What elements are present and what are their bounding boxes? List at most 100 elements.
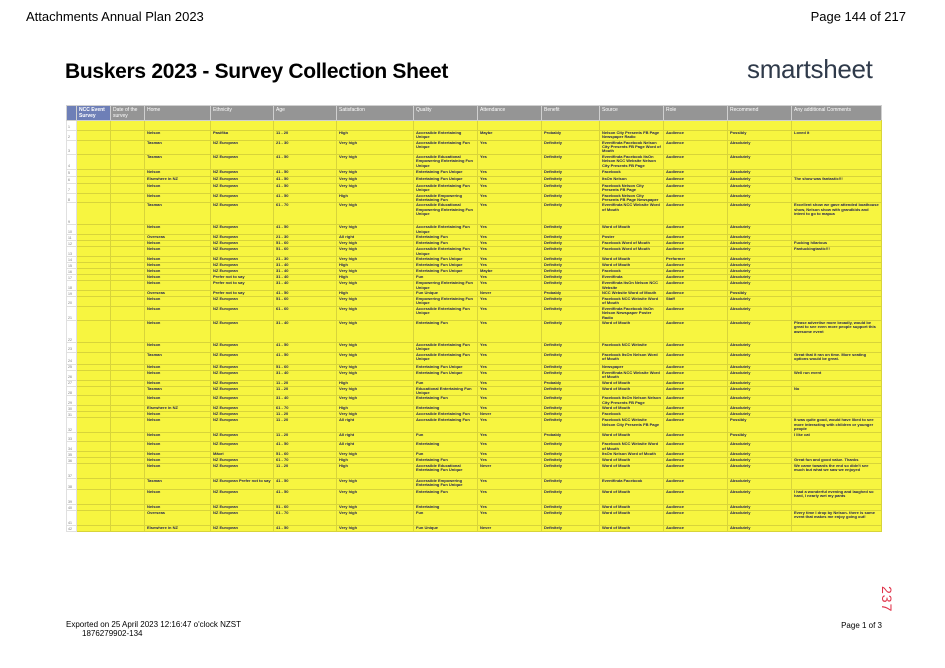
table-cell[interactable]: Definitely [541, 351, 600, 365]
table-cell[interactable]: 41 - 50 [273, 441, 337, 452]
table-cell[interactable]: NZ European [210, 305, 274, 321]
table-cell[interactable]: Definitely [541, 139, 600, 155]
table-cell[interactable]: Nelson [144, 305, 211, 321]
table-cell[interactable] [110, 351, 145, 365]
table-cell[interactable]: Yes [477, 182, 542, 194]
table-cell[interactable]: Fantuckingtastic!!! [791, 246, 882, 258]
table-cell[interactable]: Yes [477, 478, 542, 490]
table-cell[interactable]: 41 - 50 [273, 224, 337, 236]
table-cell[interactable]: Accessible Educational Entertaining Fun … [413, 463, 478, 479]
table-cell[interactable]: Very high [336, 175, 414, 184]
table-cell[interactable]: NZ European [210, 202, 274, 226]
table-cell[interactable]: 11 - 20 [273, 432, 337, 443]
table-cell[interactable]: NZ European [210, 369, 274, 381]
table-cell[interactable]: NZ European [210, 139, 274, 155]
table-cell[interactable]: NZ European [210, 341, 274, 353]
table-cell[interactable]: Well run event [791, 369, 882, 381]
table-cell[interactable]: Definitely [541, 489, 600, 505]
table-cell[interactable]: Prefer not to say [210, 280, 274, 291]
table-cell[interactable]: Nelson [144, 489, 211, 505]
table-cell[interactable]: Yes [477, 305, 542, 321]
table-cell[interactable] [791, 305, 882, 321]
table-row[interactable]: 5 Nelson NZ European 41 - 50 Very high Entert… [66, 168, 882, 177]
table-cell[interactable]: Word of Mouth [599, 463, 664, 479]
table-cell[interactable]: Very high [336, 525, 414, 532]
table-cell[interactable]: Accessible Empowering Entertaining Fun [413, 192, 478, 204]
table-cell[interactable]: Audience [663, 168, 728, 177]
table-cell[interactable] [110, 385, 145, 397]
table-cell[interactable]: Accessible Entertaining Fun Unique [413, 341, 478, 353]
table-cell[interactable]: Loved it [791, 129, 882, 141]
table-row[interactable]: 4 Tasman NZ European 41 - 50 Very high Access… [66, 153, 882, 170]
table-cell[interactable] [76, 175, 111, 184]
table-cell[interactable]: Facebook Nelson City Presents FB Page Ne… [599, 192, 664, 204]
table-cell[interactable]: Facebook ItsOn Nelson Nelson City Presen… [599, 395, 664, 407]
table-cell[interactable]: Definitely [541, 525, 600, 532]
column-header[interactable]: Source [599, 105, 664, 121]
table-cell[interactable] [791, 182, 882, 194]
table-cell[interactable]: Audience [663, 202, 728, 226]
table-cell[interactable] [791, 478, 882, 490]
table-cell[interactable] [76, 129, 111, 141]
table-cell[interactable]: Very high [336, 153, 414, 170]
table-cell[interactable]: Overseas [144, 510, 211, 526]
table-cell[interactable] [76, 182, 111, 194]
table-cell[interactable]: Audience [663, 525, 728, 532]
table-cell[interactable] [110, 369, 145, 381]
table-cell[interactable]: Absolutely [727, 182, 792, 194]
table-cell[interactable]: NZ European [210, 182, 274, 194]
table-cell[interactable]: NZ European [210, 319, 274, 343]
table-row[interactable]: 33 Nelson NZ European 11 - 20 All right Fun Ye… [66, 432, 882, 443]
table-cell[interactable]: Absolutely [727, 478, 792, 490]
table-cell[interactable]: Word of Mouth [599, 525, 664, 532]
table-cell[interactable] [76, 168, 111, 177]
table-cell[interactable]: Audience [663, 192, 728, 204]
column-header[interactable]: Home [144, 105, 211, 121]
table-cell[interactable]: 51 - 60 [273, 295, 337, 307]
table-cell[interactable]: Definitely [541, 319, 600, 343]
table-cell[interactable]: Definitely [541, 175, 600, 184]
table-cell[interactable]: Yes [477, 295, 542, 307]
table-cell[interactable]: Nelson [144, 224, 211, 236]
table-cell[interactable]: Very high [336, 168, 414, 177]
table-cell[interactable] [76, 192, 111, 204]
table-cell[interactable]: Tasman [144, 153, 211, 170]
table-cell[interactable] [76, 478, 111, 490]
table-cell[interactable]: NZ European [210, 175, 274, 184]
table-cell[interactable]: Yes [477, 395, 542, 407]
table-cell[interactable]: High [336, 192, 414, 204]
table-cell[interactable]: Audience [663, 432, 728, 443]
table-cell[interactable]: Entertaining Fun Unique [413, 175, 478, 184]
table-cell[interactable]: Definitely [541, 295, 600, 307]
table-cell[interactable]: All right [336, 432, 414, 443]
table-cell[interactable]: Facebook Word of Mouth [599, 246, 664, 258]
table-cell[interactable]: Definitely [541, 202, 600, 226]
table-cell[interactable]: Definitely [541, 341, 600, 353]
table-cell[interactable]: NZ European [210, 510, 274, 526]
table-cell[interactable]: Nelson [144, 463, 211, 479]
table-row[interactable]: 29 Nelson NZ European 31 - 40 Very high Enter… [66, 395, 882, 407]
table-cell[interactable] [791, 274, 882, 282]
table-row[interactable]: 39 Nelson NZ European 41 - 50 Very high Enter… [66, 489, 882, 505]
table-cell[interactable]: Absolutely [727, 168, 792, 177]
table-row[interactable]: 8 Nelson NZ European 41 - 50 High Accessible … [66, 192, 882, 204]
table-cell[interactable]: Entertaining Fun [413, 489, 478, 505]
table-cell[interactable]: Absolutely [727, 305, 792, 321]
table-cell[interactable] [791, 289, 882, 297]
table-cell[interactable] [76, 120, 111, 131]
table-cell[interactable]: Yes [477, 489, 542, 505]
table-cell[interactable]: Possibly [727, 129, 792, 141]
table-cell[interactable] [599, 120, 664, 131]
table-cell[interactable]: NZ European [210, 153, 274, 170]
column-header[interactable]: Date of the survey [110, 105, 145, 121]
table-cell[interactable] [791, 395, 882, 407]
table-cell[interactable]: Very high [336, 305, 414, 321]
table-cell[interactable]: 41 - 50 [273, 182, 337, 194]
table-cell[interactable]: NZ European [210, 441, 274, 452]
table-cell[interactable] [791, 224, 882, 236]
table-cell[interactable] [76, 385, 111, 397]
table-cell[interactable]: Fun [413, 432, 478, 443]
table-cell[interactable]: NZ European [210, 463, 274, 479]
table-cell[interactable]: Pasifika [210, 129, 274, 141]
table-cell[interactable]: Nelson [144, 369, 211, 381]
